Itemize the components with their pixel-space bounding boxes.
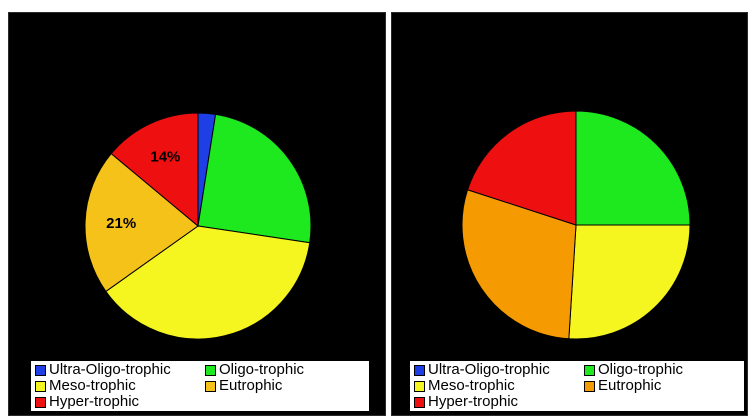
legend-label: Hyper-trophic	[428, 393, 519, 410]
data-label-eutrophic: 21%	[106, 215, 136, 232]
legend-swatch	[414, 396, 425, 408]
pie-chart-right: Ultra-Oligo-trophic Oligo-trophic Meso-tro…	[391, 12, 748, 416]
legend-label: Ultra-Oligo-trophic	[428, 361, 550, 378]
legend-label: Oligo-trophic	[219, 361, 305, 378]
pie-slice-hyper-trophic	[466, 110, 577, 226]
legend-item-right-oligo-trophic: Oligo-trophic	[584, 362, 744, 378]
pie-slice-eutrophic	[461, 189, 577, 340]
legend-item-left-eutrophic: Eutrophic	[205, 378, 365, 394]
pie-right-svg	[461, 110, 691, 340]
legend-swatch	[584, 380, 595, 392]
legend-item-right-meso-trophic: Meso-trophic	[414, 378, 584, 394]
legend-label: Meso-trophic	[428, 377, 515, 394]
pie-chart-left: 21% 14% Ultra-Oligo-trophic Oligo-trophic M…	[8, 12, 386, 416]
legend-swatch	[414, 380, 425, 392]
legend-label: Meso-trophic	[49, 377, 136, 394]
legend-swatch	[35, 364, 46, 376]
legend-swatch	[584, 364, 595, 376]
legend-left: Ultra-Oligo-trophic Oligo-trophic Meso-tro…	[31, 361, 369, 411]
pie-slice-oligo-trophic	[197, 113, 312, 244]
pie-slice-oligo-trophic	[575, 110, 691, 226]
legend-swatch	[414, 364, 425, 376]
legend-item-left-ultra-oligo-trophic: Ultra-Oligo-trophic	[35, 362, 205, 378]
data-label-hyper-trophic: 14%	[150, 148, 180, 165]
legend-swatch	[205, 364, 216, 376]
pie-slice-meso-trophic	[568, 224, 691, 340]
legend-swatch	[35, 380, 46, 392]
pie-left-svg: 21% 14%	[84, 112, 312, 340]
legend-label: Hyper-trophic	[49, 393, 140, 410]
legend-item-left-oligo-trophic: Oligo-trophic	[205, 362, 365, 378]
legend-item-left-hyper-trophic: Hyper-trophic	[35, 394, 205, 410]
pie-slice-eutrophic	[84, 152, 199, 293]
legend-item-right-hyper-trophic: Hyper-trophic	[414, 394, 584, 410]
legend-swatch	[35, 396, 46, 408]
legend-label: Eutrophic	[598, 377, 662, 394]
pie-slice-meso-trophic	[105, 225, 311, 340]
legend-item-left-meso-trophic: Meso-trophic	[35, 378, 205, 394]
legend-label: Eutrophic	[219, 377, 283, 394]
pie-slice-hyper-trophic	[110, 112, 199, 228]
legend-label: Ultra-Oligo-trophic	[49, 361, 171, 378]
legend-item-right-ultra-oligo-trophic: Ultra-Oligo-trophic	[414, 362, 584, 378]
legend-swatch	[205, 380, 216, 392]
legend-label: Oligo-trophic	[598, 361, 684, 378]
legend-right: Ultra-Oligo-trophic Oligo-trophic Meso-tro…	[410, 361, 744, 411]
legend-item-right-eutrophic: Eutrophic	[584, 378, 744, 394]
